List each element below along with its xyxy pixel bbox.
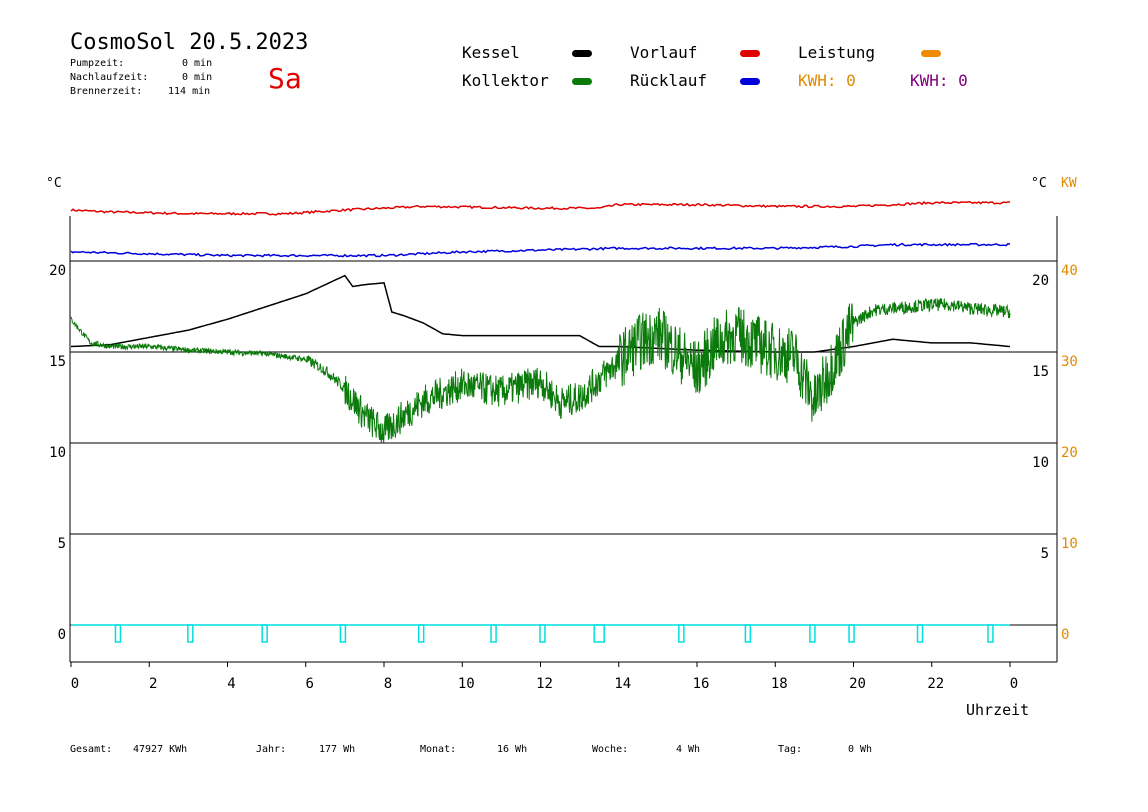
footer-woche-label: Woche:	[592, 744, 629, 755]
footer-monat-value: 16 Wh	[497, 744, 528, 755]
pulse-marker	[744, 624, 752, 643]
y-inner-tick-label: 5	[1041, 546, 1049, 562]
pulse-marker	[261, 624, 268, 643]
legend-vorlauf-label: Vorlauf	[630, 43, 698, 62]
x-tick-label: 22	[927, 676, 944, 692]
x-tick-label: 12	[536, 676, 553, 692]
pulse-marker	[339, 624, 347, 643]
y-left-tick-label: 5	[58, 536, 66, 552]
legend-kessel-label: Kessel	[462, 43, 520, 62]
footer-tag-value: 0 Wh	[848, 744, 873, 755]
footer-gesamt-label: Gesamt:	[70, 744, 113, 755]
chart-title: CosmoSol 20.5.2023	[70, 30, 309, 55]
x-tick-label: 10	[458, 676, 475, 692]
y-right-unit: °C	[1031, 176, 1047, 191]
y-right-tick-label: 30	[1061, 354, 1078, 370]
y-right-tick-label: 20	[1061, 445, 1078, 461]
x-tick-label: 2	[149, 676, 157, 692]
pulse-marker	[848, 624, 855, 643]
x-tick-label: 18	[771, 676, 788, 692]
y-left-tick-label: 10	[49, 445, 66, 461]
legend-vorlauf-swatch	[740, 50, 760, 57]
stat-nachlaufzeit-value: 0 min	[182, 72, 213, 83]
weekday-label: Sa	[268, 62, 302, 95]
pulse-marker	[987, 624, 994, 643]
x-tick-label: 0	[71, 676, 79, 692]
stat-nachlaufzeit-label: Nachlaufzeit:	[70, 72, 149, 83]
y-inner-tick-label: 20	[1032, 273, 1049, 289]
legend-ruecklauf-label: Rücklauf	[630, 71, 708, 90]
y-left-tick-label: 15	[49, 354, 66, 370]
x-tick-label: 0	[1010, 676, 1018, 692]
series-ruecklauf-line	[70, 242, 1011, 258]
pulse-marker	[809, 624, 816, 643]
stat-pumpzeit-value: 0 min	[182, 58, 213, 69]
y-right-tick-label: 10	[1061, 536, 1078, 552]
footer-jahr-label: Jahr:	[256, 744, 287, 755]
series-kessel-line	[70, 274, 1011, 353]
x-tick-label: 14	[614, 676, 631, 692]
x-tick-label: 6	[306, 676, 314, 692]
x-tick-label: 8	[384, 676, 392, 692]
x-tick-label: 20	[849, 676, 866, 692]
legend-kessel-swatch	[572, 50, 592, 57]
stat-pumpzeit-label: Pumpzeit:	[70, 58, 125, 69]
pulse-marker	[490, 624, 497, 643]
y-left-tick-label: 20	[49, 263, 66, 279]
pulse-marker	[593, 624, 605, 643]
footer-jahr-value: 177 Wh	[319, 744, 356, 755]
legend-kwh-orange: KWH: 0	[798, 71, 856, 90]
footer-monat-label: Monat:	[420, 744, 457, 755]
y-right-kw-unit: KW	[1061, 176, 1077, 191]
pulse-marker	[187, 624, 194, 643]
pulse-marker	[417, 624, 425, 643]
y-left-tick-label: 0	[58, 627, 66, 643]
stat-brennerzeit-label: Brennerzeit:	[70, 86, 143, 97]
stat-brennerzeit-value: 114 min	[168, 86, 211, 97]
pulse-marker	[678, 624, 685, 643]
y-inner-tick-label: 10	[1032, 455, 1049, 471]
pulse-marker	[539, 624, 546, 643]
x-axis-title: Uhrzeit	[966, 701, 1029, 719]
y-left-unit: °C	[46, 176, 62, 191]
legend-leistung-swatch	[921, 50, 941, 57]
legend-ruecklauf-swatch	[740, 78, 760, 85]
legend-kollektor-label: Kollektor	[462, 71, 549, 90]
y-right-tick-label: 40	[1061, 263, 1078, 279]
legend-leistung-label: Leistung	[798, 43, 876, 62]
footer-tag-label: Tag:	[778, 744, 803, 755]
legend-kollektor-swatch	[572, 78, 592, 85]
y-inner-tick-label: 15	[1032, 364, 1049, 380]
pulse-marker	[916, 624, 924, 643]
x-tick-label: 4	[227, 676, 235, 692]
series-kollektor-line	[70, 297, 1011, 443]
footer-woche-value: 4 Wh	[676, 744, 701, 755]
footer-gesamt-value: 47927 KWh	[133, 744, 188, 755]
legend-kwh-purple: KWH: 0	[910, 71, 968, 90]
pulse-marker	[114, 624, 122, 643]
series-vorlauf-line	[70, 200, 1010, 216]
x-tick-label: 16	[693, 676, 710, 692]
y-right-tick-label: 0	[1061, 627, 1069, 643]
